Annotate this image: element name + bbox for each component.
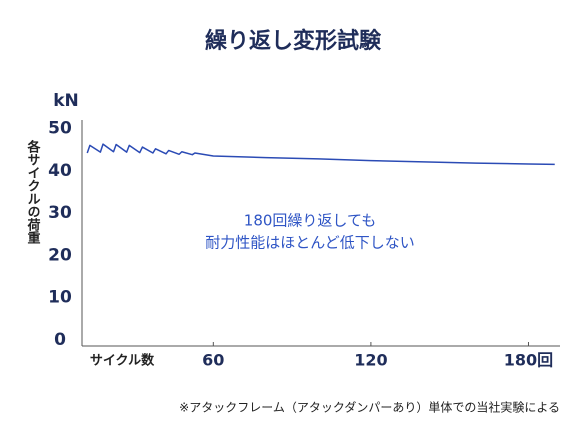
y-tick-label: 20	[48, 245, 72, 265]
x-tick-label: 120	[354, 351, 387, 370]
data-line	[86, 143, 555, 166]
x-tick-label: 180回	[504, 351, 553, 370]
annotation: 180回繰り返しても	[244, 212, 376, 230]
footnote: ※アタックフレーム（アタックダンパーあり）単体での当社実験による	[179, 400, 560, 415]
y-unit: kN	[53, 91, 79, 111]
y-tick-label: 30	[48, 203, 72, 223]
y-tick-label: 0	[54, 330, 66, 350]
y-axis-label: 各サイクルの荷重	[25, 139, 42, 245]
x-axis-label: サイクル数	[90, 353, 155, 369]
x-tick-label: 60	[202, 351, 224, 370]
chart-title: 繰り返し変形試験	[205, 28, 382, 54]
y-tick-label: 40	[48, 161, 72, 181]
y-tick-label: 10	[48, 288, 72, 308]
annotation: 耐力性能はほとんど低下しない	[205, 234, 415, 252]
y-tick-label: 50	[48, 118, 72, 138]
